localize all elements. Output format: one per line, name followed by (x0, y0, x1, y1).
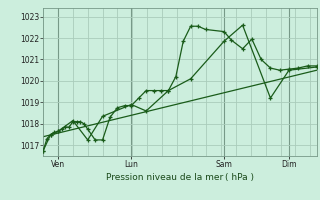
X-axis label: Pression niveau de la mer ( hPa ): Pression niveau de la mer ( hPa ) (106, 173, 254, 182)
